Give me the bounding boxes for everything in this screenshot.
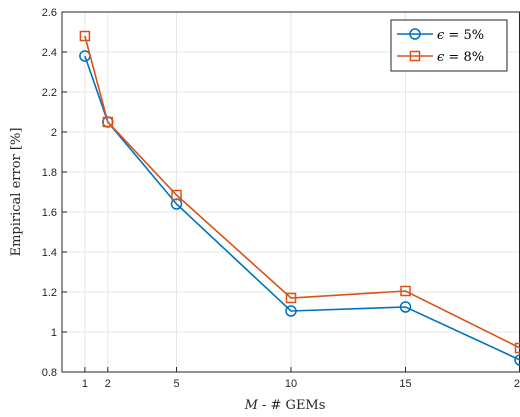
legend-item: ϵ = 8% <box>397 50 484 65</box>
y-tick-label: 1.6 <box>42 207 57 219</box>
y-tick-label: 1.4 <box>42 247 57 259</box>
y-tick-label: 0.8 <box>42 367 57 379</box>
legend-label: ϵ = 5% <box>437 28 484 43</box>
series-1 <box>79 50 520 366</box>
data-point <box>171 189 182 201</box>
grid-lines <box>62 11 520 373</box>
series-2 <box>79 30 520 354</box>
data-point <box>285 292 297 304</box>
legend-label: ϵ = 8% <box>437 50 484 65</box>
series-line <box>84 35 520 349</box>
legend: ϵ = 5% ϵ = 8% <box>390 19 508 72</box>
y-tick-label: 1.8 <box>42 167 57 179</box>
y-tick-label: 1.2 <box>42 287 57 299</box>
axis-ticks: 0.8 1 1.2 1.4 1.6 1.8 2 2.2 2.4 2.6 1 2 5 10 15 20 <box>42 7 520 390</box>
data-point <box>79 30 91 42</box>
data-point <box>514 342 520 354</box>
data-point <box>399 301 412 313</box>
x-tick-label: 1 <box>82 378 88 390</box>
y-tick-label: 2.4 <box>42 47 57 59</box>
x-axis-label-symbol: M <box>244 398 259 413</box>
legend-marker <box>409 28 421 40</box>
data-point <box>514 354 520 366</box>
legend-marker <box>409 50 421 62</box>
series-layer <box>79 30 520 366</box>
y-tick-label: 2.6 <box>42 7 57 19</box>
x-tick-label: 5 <box>173 378 179 390</box>
y-tick-label: 1 <box>51 327 57 339</box>
x-tick-label: 15 <box>399 378 411 390</box>
data-point <box>102 116 114 128</box>
x-axis-label: M - # GEMs <box>244 398 326 413</box>
y-axis-label: Empirical error [%] <box>9 128 24 257</box>
data-point <box>285 305 297 317</box>
x-tick-label: 20 <box>514 378 520 390</box>
series-line <box>84 55 520 361</box>
x-tick-label: 2 <box>105 378 111 390</box>
x-tick-label: 10 <box>285 378 297 390</box>
data-point <box>400 285 411 297</box>
x-axis-label-text: - # GEMs <box>258 398 326 413</box>
legend-box <box>390 19 508 72</box>
y-tick-label: 2 <box>51 127 57 139</box>
y-tick-label: 2.2 <box>42 87 57 99</box>
legend-item: ϵ = 5% <box>397 28 484 43</box>
